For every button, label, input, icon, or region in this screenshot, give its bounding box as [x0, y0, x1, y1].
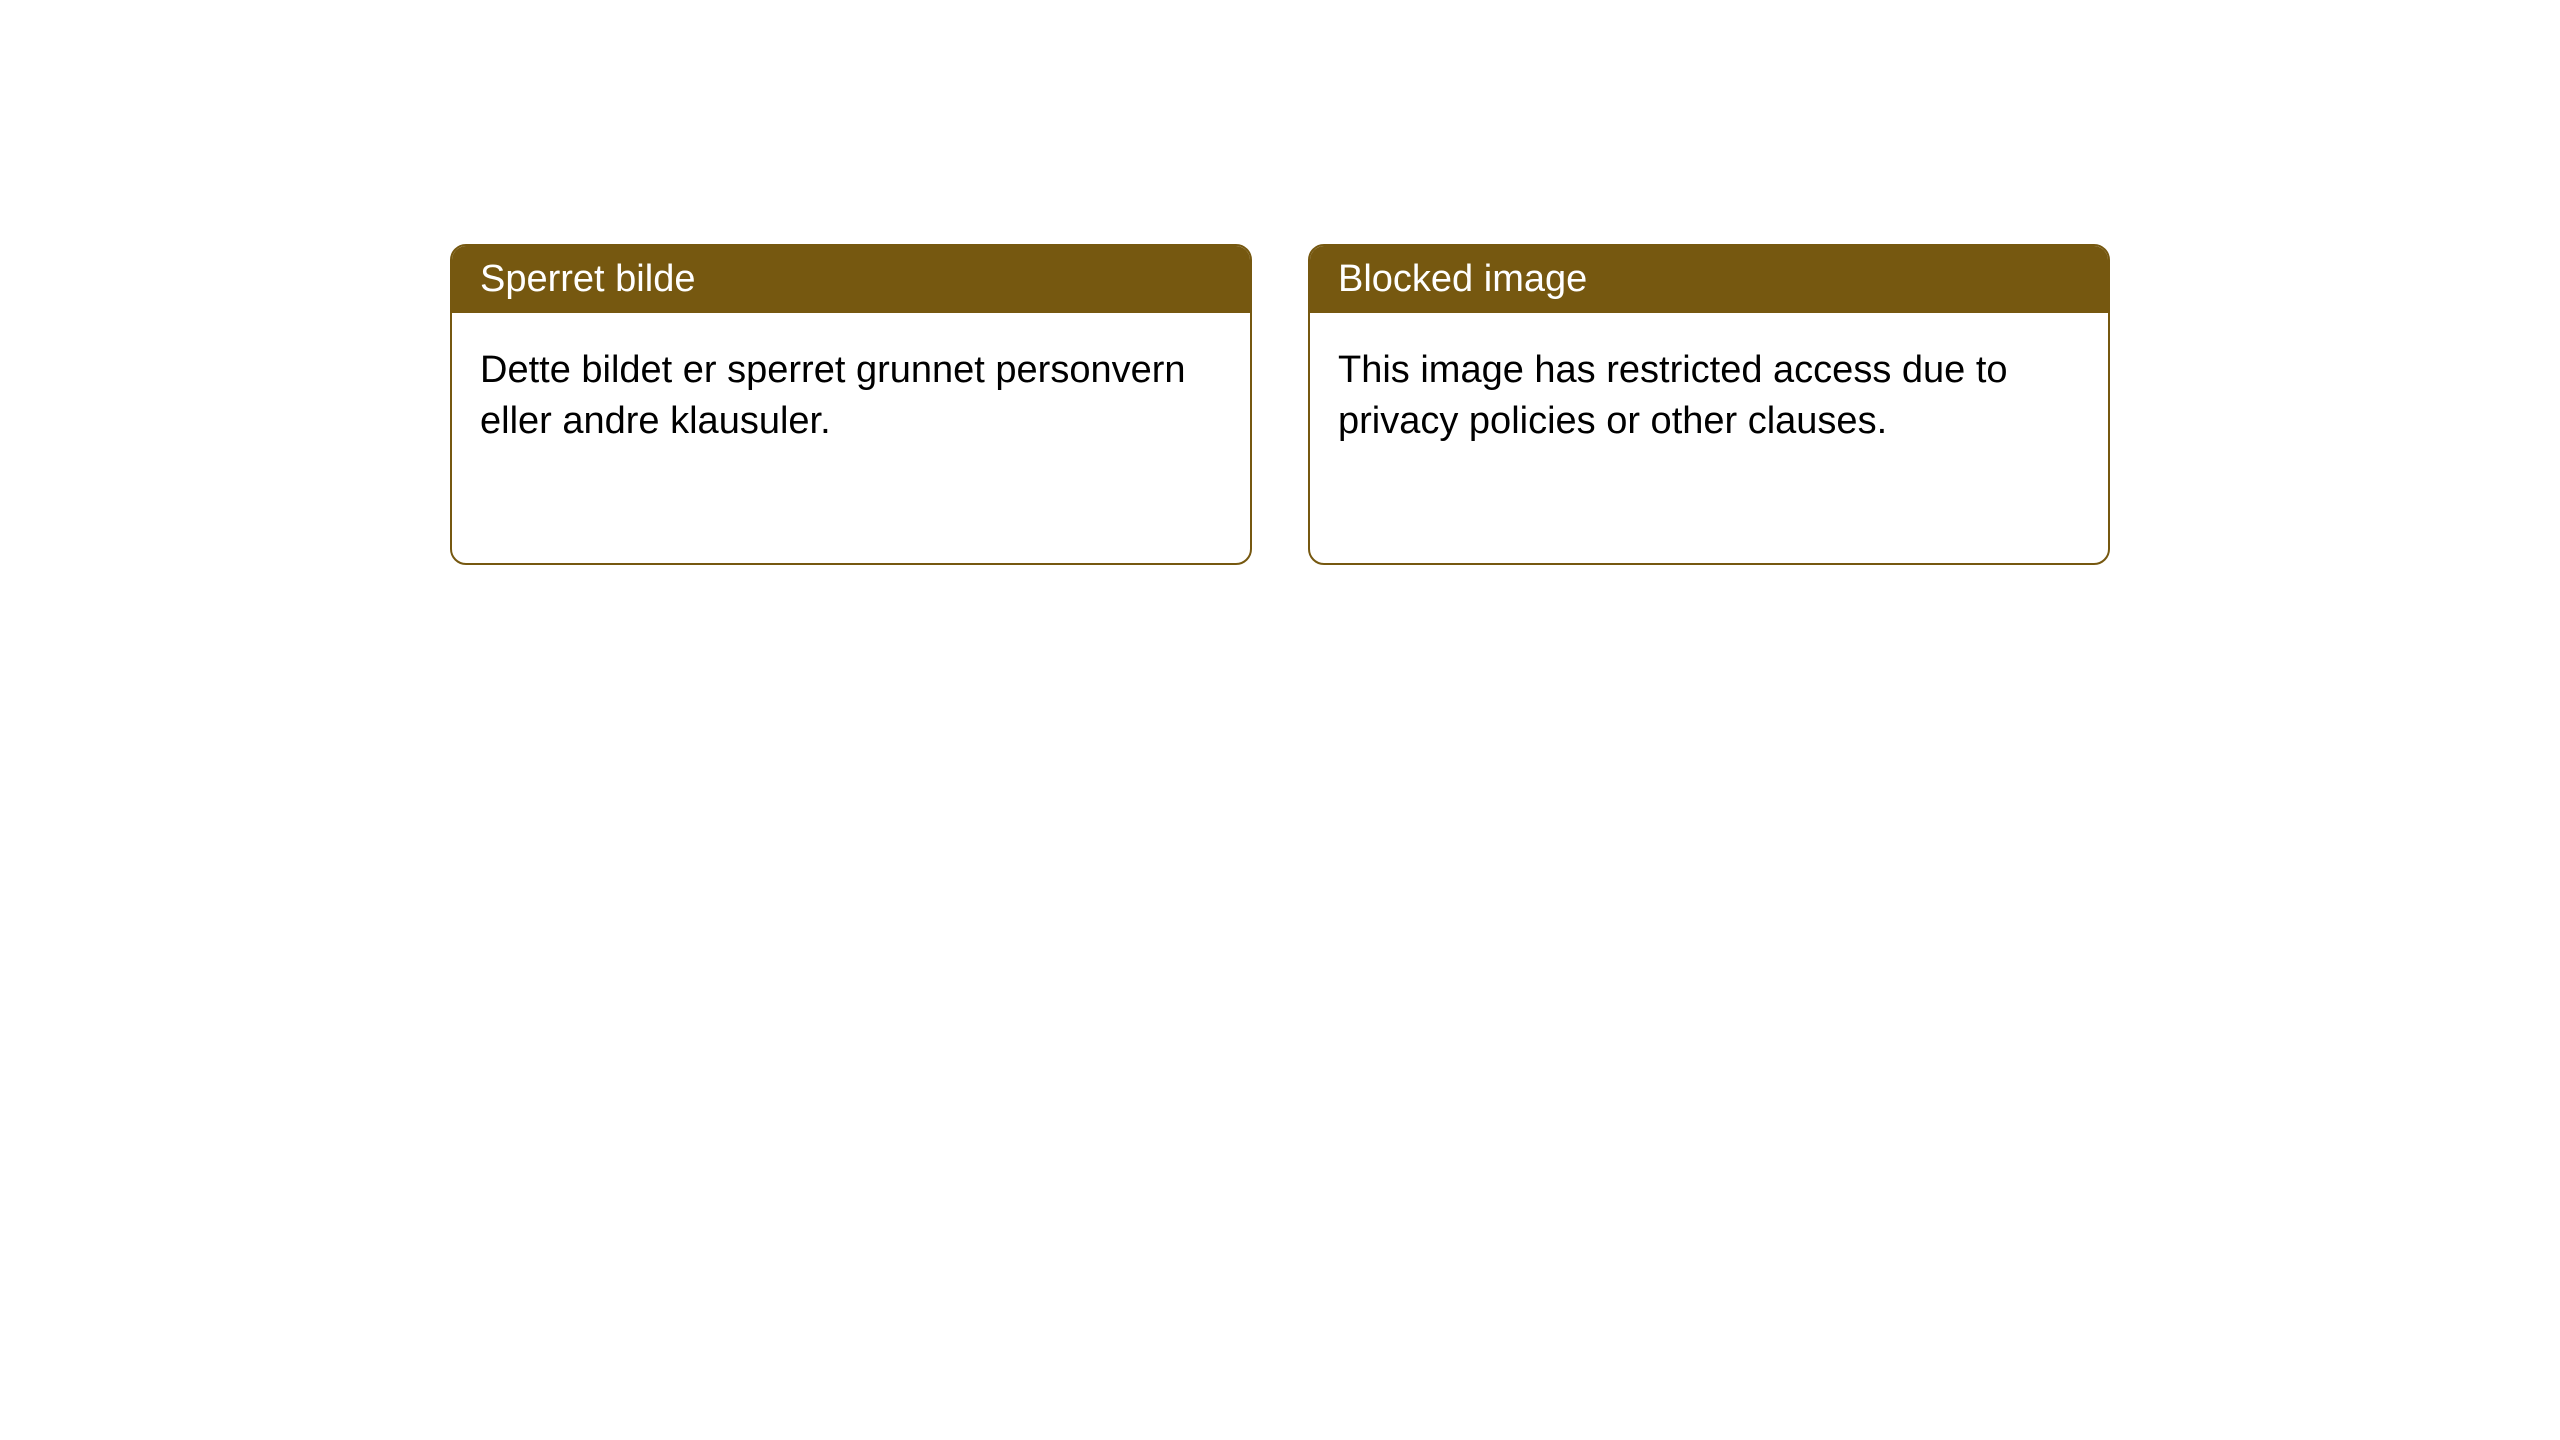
card-body: This image has restricted access due to … — [1310, 313, 2108, 563]
card-header: Blocked image — [1310, 246, 2108, 313]
notice-card-norwegian: Sperret bilde Dette bildet er sperret gr… — [450, 244, 1252, 565]
card-body-text: Dette bildet er sperret grunnet personve… — [480, 345, 1222, 448]
card-title: Blocked image — [1338, 258, 1587, 300]
card-body: Dette bildet er sperret grunnet personve… — [452, 313, 1250, 563]
notice-card-english: Blocked image This image has restricted … — [1308, 244, 2110, 565]
card-body-text: This image has restricted access due to … — [1338, 345, 2080, 448]
card-header: Sperret bilde — [452, 246, 1250, 313]
card-title: Sperret bilde — [480, 258, 695, 300]
notice-container: Sperret bilde Dette bildet er sperret gr… — [0, 0, 2560, 565]
